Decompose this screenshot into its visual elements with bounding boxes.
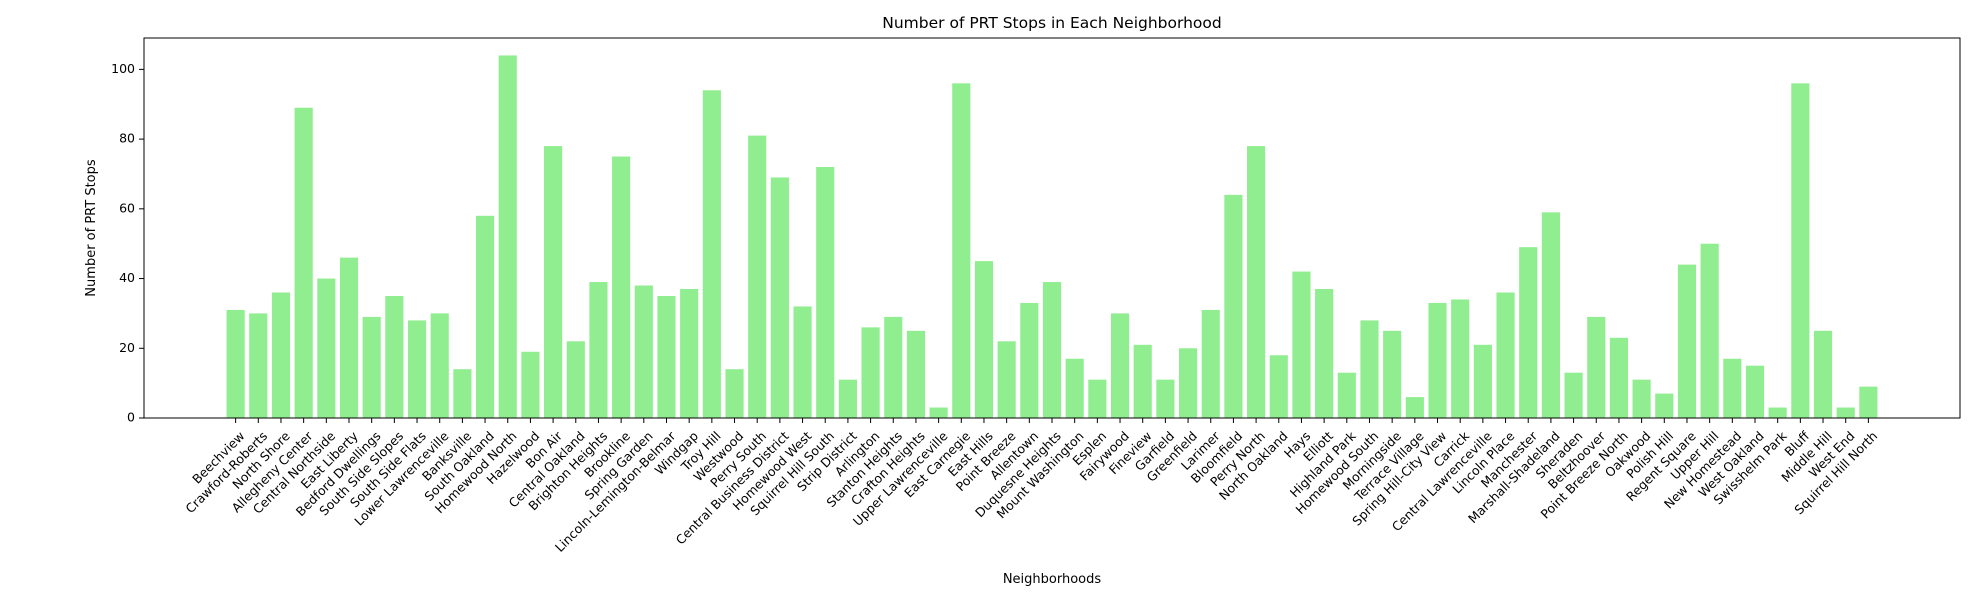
y-tick-label: 40 xyxy=(119,270,135,285)
bar xyxy=(1451,299,1470,418)
bar xyxy=(634,285,653,418)
bar xyxy=(1383,330,1402,418)
bar xyxy=(1269,355,1288,418)
bars-group xyxy=(226,55,1878,419)
y-tick-label: 80 xyxy=(119,131,135,146)
bar xyxy=(339,257,359,418)
y-axis: 0 20 40 60 80 100 xyxy=(111,61,144,425)
bar xyxy=(884,316,903,418)
bar xyxy=(1496,292,1515,418)
bar xyxy=(1859,386,1878,418)
bar xyxy=(974,261,994,418)
bar xyxy=(1632,379,1651,418)
bar xyxy=(1813,330,1833,418)
bar xyxy=(566,341,585,418)
bar xyxy=(498,55,517,419)
bar xyxy=(430,313,449,418)
bar xyxy=(1655,393,1674,418)
bar xyxy=(997,341,1016,418)
bar xyxy=(1133,344,1152,418)
bar xyxy=(838,379,857,418)
bar xyxy=(1224,194,1243,418)
bar xyxy=(1201,309,1220,418)
bar xyxy=(1791,83,1810,418)
bar xyxy=(1020,302,1039,418)
bar xyxy=(1110,313,1130,418)
bar xyxy=(1065,358,1084,418)
bar xyxy=(1609,337,1628,418)
bar xyxy=(249,313,268,418)
bar xyxy=(861,327,880,418)
bar xyxy=(294,107,313,418)
bar xyxy=(725,369,744,418)
bar xyxy=(657,295,676,418)
bar xyxy=(317,278,336,418)
bar xyxy=(385,295,404,418)
bar xyxy=(1723,358,1742,418)
bar xyxy=(589,282,608,418)
bar xyxy=(952,83,971,418)
bar xyxy=(1564,372,1583,418)
bar xyxy=(1745,365,1765,418)
bar xyxy=(476,215,495,418)
bar xyxy=(1156,379,1175,418)
bar xyxy=(1768,407,1787,418)
bar xyxy=(748,135,767,419)
bar xyxy=(680,289,699,418)
chart-title: Number of PRT Stops in Each Neighborhood xyxy=(882,14,1221,32)
bar xyxy=(453,369,472,418)
bar xyxy=(1473,344,1492,418)
bar xyxy=(544,146,563,418)
y-axis-label: Number of PRT Stops xyxy=(84,159,99,297)
bar xyxy=(1541,212,1560,418)
bar xyxy=(1315,289,1334,418)
bar xyxy=(1677,264,1697,418)
y-tick-label: 100 xyxy=(111,61,135,76)
bar xyxy=(226,309,245,418)
bar xyxy=(1836,407,1855,418)
bar xyxy=(929,407,948,418)
bar xyxy=(1587,316,1606,418)
bar xyxy=(1360,320,1379,418)
bar xyxy=(906,330,926,418)
bar xyxy=(1337,372,1356,418)
bar xyxy=(793,306,812,418)
bar xyxy=(1700,243,1719,418)
bar xyxy=(1088,379,1107,418)
bar xyxy=(1519,247,1538,418)
bar xyxy=(407,320,427,418)
y-tick-label: 60 xyxy=(119,200,135,215)
bar xyxy=(1428,302,1447,418)
bar xyxy=(362,316,381,418)
bar xyxy=(1042,282,1062,418)
bar xyxy=(1292,271,1311,418)
y-tick-label: 20 xyxy=(119,340,135,355)
bar xyxy=(816,166,835,418)
x-axis-label: Neighborhoods xyxy=(1003,572,1102,587)
plot-frame xyxy=(143,37,1961,419)
bar xyxy=(271,292,291,418)
bar xyxy=(612,156,631,418)
y-tick-label: 0 xyxy=(127,410,135,425)
bar xyxy=(1247,146,1266,418)
bar xyxy=(770,177,789,418)
bar xyxy=(521,351,540,418)
bar xyxy=(702,90,721,418)
bar xyxy=(1178,348,1198,418)
bar xyxy=(1405,397,1424,418)
